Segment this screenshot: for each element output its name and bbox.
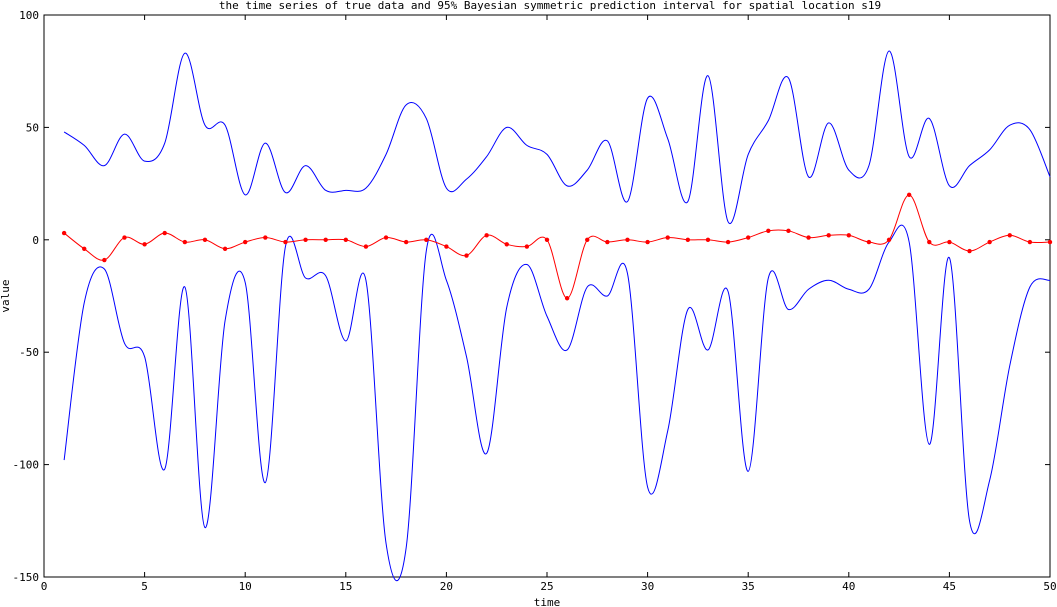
y-tick-label: 0 [32,234,39,247]
data-point [886,237,892,242]
series-line-1 [63,224,1051,582]
data-point [222,246,228,251]
data-point [61,230,67,236]
data-point [363,244,369,249]
data-point [544,237,550,242]
x-axis-label: time [534,596,561,607]
data-point [585,237,590,242]
data-point [182,239,188,245]
x-tick-label: 15 [339,580,352,593]
y-tick-label: -50 [19,346,39,359]
data-point [283,239,288,245]
data-point [705,237,711,242]
data-point [82,246,87,251]
data-point [1007,233,1012,238]
data-point [927,239,932,245]
y-tick-label: 100 [19,9,39,22]
data-point [383,235,389,240]
data-point [906,192,912,198]
x-tick-label: 30 [641,580,654,593]
data-point [403,239,409,245]
data-point [786,228,791,234]
data-point [484,233,489,238]
x-tick-label: 45 [943,580,956,593]
series-layer [61,50,1053,582]
data-point [826,233,831,238]
data-point [625,237,630,242]
data-point [524,244,530,249]
y-axis-label: value [0,279,12,312]
data-point [866,239,872,245]
data-point [444,244,449,249]
data-point [1047,239,1053,245]
data-point [645,239,650,245]
y-tick-label: 50 [26,121,39,134]
x-tick-label: 0 [41,580,48,593]
chart-title: the time series of true data and 95% Bay… [219,0,881,12]
data-point [564,296,570,301]
data-point [504,242,509,247]
data-point [967,248,972,254]
data-point [263,235,268,240]
data-point [665,235,670,240]
x-tick-label: 50 [1043,580,1056,593]
data-point [1027,239,1033,245]
data-point [605,239,610,245]
data-point [343,237,348,242]
data-point [243,239,248,245]
data-point [685,237,691,242]
data-point [424,237,429,242]
data-point [303,237,308,242]
data-point [947,239,952,245]
axis-ticks: 0 5 10 15 20 25 30 35 40 45 50 -150 -100 -50 0 50 100 [13,9,1057,593]
x-tick-label: 40 [842,580,855,593]
data-point [202,237,208,242]
data-point [846,233,851,238]
x-tick-label: 20 [440,580,453,593]
y-tick-label: -150 [13,571,40,584]
data-point [142,242,147,247]
data-point [806,235,811,240]
data-point [746,235,751,240]
series-line-2 [63,194,1051,299]
series-line-0 [63,50,1051,225]
x-tick-label: 25 [540,580,553,593]
x-tick-label: 10 [239,580,252,593]
y-tick-label: -100 [13,459,40,472]
x-tick-label: 35 [742,580,755,593]
data-point [725,239,731,245]
data-point [464,253,469,258]
data-point [987,239,992,245]
data-point [766,228,771,234]
data-point [323,237,328,242]
data-point [162,230,167,236]
data-point [102,257,107,263]
x-tick-label: 5 [141,580,148,593]
data-point [122,235,127,240]
